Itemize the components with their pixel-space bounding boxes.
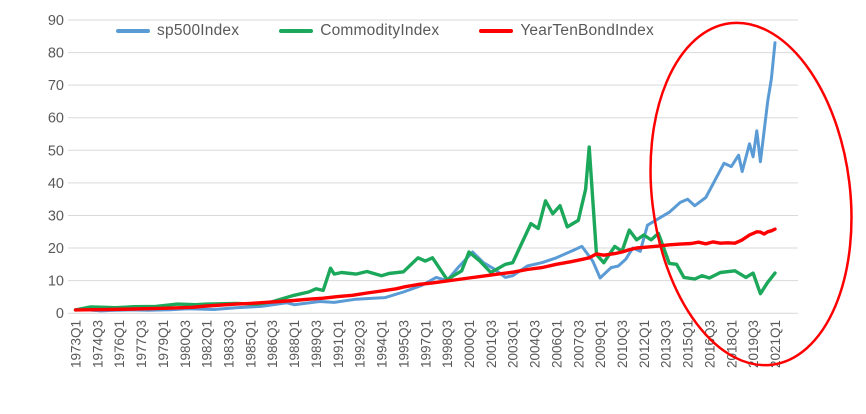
y-axis-tick-label: 70 xyxy=(48,78,64,94)
x-axis-tick-label: 1979Q1 xyxy=(156,320,171,368)
x-axis-tick-label: 1977Q3 xyxy=(134,320,149,368)
legend-item-YearTenBondIndex[interactable]: YearTenBondIndex xyxy=(479,22,654,40)
x-axis-tick-label: 1983Q3 xyxy=(222,320,237,368)
x-axis-tick-label: 2003Q1 xyxy=(506,320,521,368)
y-axis-tick-label: 90 xyxy=(48,13,64,29)
x-axis-tick-label: 1974Q3 xyxy=(90,320,105,368)
y-axis-tick-label: 0 xyxy=(56,306,64,322)
series-line-sp500Index[interactable] xyxy=(74,41,777,313)
x-axis-tick-label: 1980Q3 xyxy=(178,320,193,368)
x-axis-tick-label: 2012Q1 xyxy=(637,320,652,368)
x-axis-tick-label: 1982Q1 xyxy=(200,320,215,368)
y-axis-tick-label: 80 xyxy=(48,46,64,62)
x-axis-tick-label: 1985Q1 xyxy=(243,320,258,368)
x-axis-tick-label: 2018Q1 xyxy=(724,320,739,368)
series-line-YearTenBondIndex[interactable] xyxy=(73,227,777,312)
x-axis-tick-label: 2004Q3 xyxy=(528,320,543,368)
x-axis-tick-label: 2009Q1 xyxy=(593,320,608,368)
x-axis-tick-label: 2015Q1 xyxy=(681,320,696,368)
x-axis-tick-label: 1986Q3 xyxy=(265,320,280,368)
legend-label: CommodityIndex xyxy=(320,22,440,39)
x-axis-tick-label: 1995Q3 xyxy=(396,320,411,368)
x-axis-tick-label: 1998Q3 xyxy=(440,320,455,368)
y-axis-tick-label: 10 xyxy=(48,274,64,290)
x-axis-tick-label: 2013Q3 xyxy=(659,320,674,368)
y-axis-tick-label: 40 xyxy=(48,176,64,192)
x-axis-tick-label: 1997Q1 xyxy=(418,320,433,368)
x-axis-tick-label: 2021Q1 xyxy=(768,320,783,368)
x-axis-tick-label: 1989Q3 xyxy=(309,320,324,368)
x-axis-tick-label: 2001Q3 xyxy=(484,320,499,368)
legend-swatch-line-icon xyxy=(116,29,151,33)
x-axis-tick-label: 1991Q1 xyxy=(331,320,346,368)
legend-swatch-line-icon xyxy=(479,29,514,33)
x-axis-tick-label: 2000Q1 xyxy=(462,320,477,368)
legend-label: YearTenBondIndex xyxy=(520,22,654,39)
x-axis-tick-label: 2019Q3 xyxy=(746,320,761,368)
x-axis-tick-label: 2007Q3 xyxy=(571,320,586,368)
x-axis-tick-label: 1994Q1 xyxy=(375,320,390,368)
legend-label: sp500Index xyxy=(157,22,240,39)
y-axis-tick-label: 30 xyxy=(48,208,64,224)
legend-item-sp500Index[interactable]: sp500Index xyxy=(116,22,239,40)
legend-swatch-line-icon xyxy=(279,29,314,33)
x-axis-tick-label: 1992Q3 xyxy=(353,320,368,368)
x-axis-tick-label: 2016Q3 xyxy=(702,320,717,368)
x-axis-tick-label: 1973Q1 xyxy=(69,320,84,368)
series-line-CommodityIndex[interactable] xyxy=(73,145,777,312)
x-axis-tick-label: 1988Q1 xyxy=(287,320,302,368)
x-axis-tick-label: 1976Q1 xyxy=(112,320,127,368)
y-axis-tick-label: 50 xyxy=(48,143,64,159)
annotation-ellipse[interactable] xyxy=(632,11,866,377)
x-axis-tick-label: 2010Q3 xyxy=(615,320,630,368)
y-axis-tick-label: 20 xyxy=(48,241,64,257)
y-axis-tick-label: 60 xyxy=(48,111,64,127)
legend-item-CommodityIndex[interactable]: CommodityIndex xyxy=(279,22,439,40)
chart-legend: sp500Index CommodityIndex YearTenBondInd… xyxy=(70,22,700,40)
x-axis-tick-label: 2006Q1 xyxy=(549,320,564,368)
